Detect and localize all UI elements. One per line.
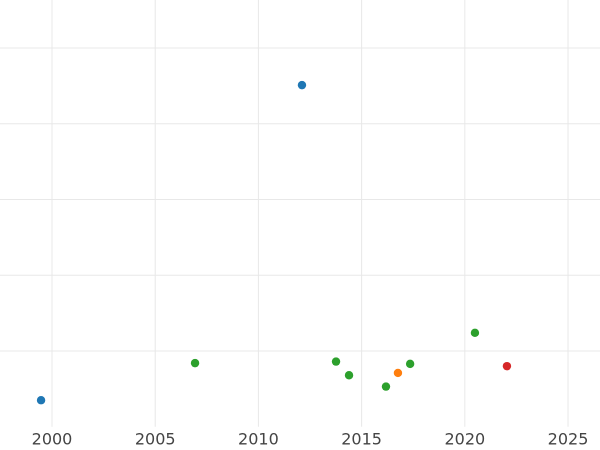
x-tick-label: 2010 <box>238 430 279 449</box>
point <box>502 361 512 371</box>
point <box>190 358 200 368</box>
x-tick-label: 2020 <box>444 430 485 449</box>
x-tick-label: 2000 <box>32 430 73 449</box>
x-tick-label: 2005 <box>135 430 176 449</box>
point <box>344 371 354 380</box>
point <box>405 359 415 369</box>
point <box>36 396 46 405</box>
x-tick-label: 2015 <box>341 430 382 449</box>
x-tick-label: 2025 <box>548 430 589 449</box>
point <box>393 368 403 378</box>
point <box>470 328 480 338</box>
point <box>297 80 307 90</box>
point <box>381 382 391 391</box>
point <box>331 357 341 366</box>
